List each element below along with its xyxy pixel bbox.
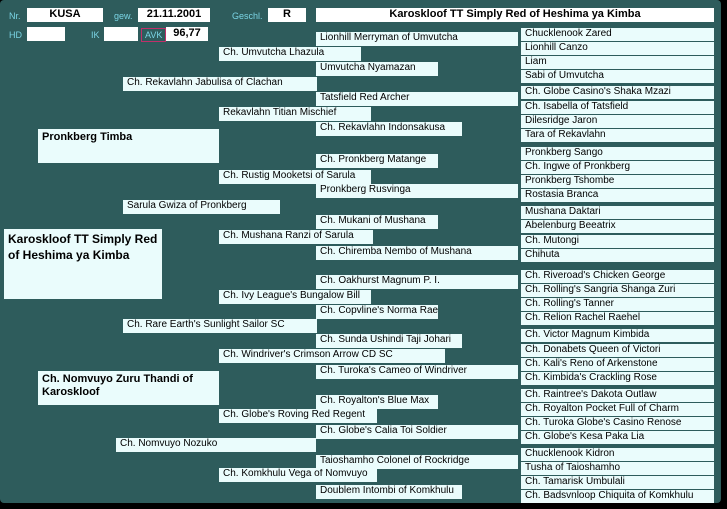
- gen5-ancestor[interactable]: Ch. Ingwe of Pronkberg: [521, 161, 714, 174]
- gen5-ancestor[interactable]: Chucklenook Kidron: [521, 448, 714, 461]
- gen5-ancestor[interactable]: Tara of Rekavlahn: [521, 129, 714, 142]
- ik-label: IK: [91, 30, 100, 40]
- gen5-ancestor[interactable]: Chucklenook Zared: [521, 28, 714, 41]
- nr-field[interactable]: KUSA: [27, 8, 103, 22]
- gen3-ancestor[interactable]: Ch. Windriver's Crimson Arrow CD SC: [219, 349, 445, 363]
- gen5-ancestor[interactable]: Sabi of Umvutcha: [521, 70, 714, 83]
- gen5-ancestor[interactable]: Lionhill Canzo: [521, 42, 714, 55]
- gen5-ancestor[interactable]: Mushana Daktari: [521, 206, 714, 219]
- gen5-ancestor[interactable]: Ch. Riveroad's Chicken George: [521, 270, 714, 283]
- hd-field[interactable]: [27, 27, 65, 41]
- gew-label: gew.: [114, 11, 133, 21]
- gen2-ancestor[interactable]: Ch. Rare Earth's Sunlight Sailor SC: [123, 319, 317, 333]
- gen3-ancestor[interactable]: Ch. Umvutcha Lhazula: [219, 47, 361, 61]
- gen4-ancestor[interactable]: Pronkberg Rusvinga: [316, 184, 518, 198]
- gen3-ancestor[interactable]: Ch. Mushana Ranzi of Sarula: [219, 230, 373, 244]
- date-field[interactable]: 21.11.2001: [138, 8, 210, 22]
- dog-title-field[interactable]: Karoskloof TT Simply Red of Heshima ya K…: [316, 8, 714, 22]
- gen5-ancestor[interactable]: Ch. Donabets Queen of Victori: [521, 344, 714, 357]
- gen4-ancestor[interactable]: Ch. Copvline's Norma Rae: [316, 305, 438, 319]
- gen4-ancestor[interactable]: Taioshamho Colonel of Rockridge: [316, 455, 518, 469]
- gen4-ancestor[interactable]: Ch. Rekavlahn Indonsakusa: [316, 122, 462, 136]
- gen5-ancestor[interactable]: Ch. Raintree's Dakota Outlaw: [521, 389, 714, 402]
- gen5-ancestor[interactable]: Ch. Globe's Kesa Paka Lia: [521, 431, 714, 444]
- hd-label: HD: [9, 30, 22, 40]
- gen5-ancestor[interactable]: Ch. Victor Magnum Kimbida: [521, 329, 714, 342]
- gen4-ancestor[interactable]: Ch. Pronkberg Matange: [316, 154, 438, 168]
- gen4-ancestor[interactable]: Tatsfield Red Archer: [316, 92, 518, 106]
- geschl-label: Geschl.: [232, 11, 263, 21]
- gen3-ancestor[interactable]: Ch. Komkhulu Vega of Nomvuyo: [219, 468, 377, 482]
- geschl-field[interactable]: R: [268, 8, 306, 22]
- gen5-ancestor[interactable]: Abelenburg Beeatrix: [521, 220, 714, 233]
- gen5-ancestor[interactable]: Liam: [521, 56, 714, 69]
- avk-label: AVK: [141, 28, 167, 42]
- gen4-ancestor[interactable]: Ch. Mukani of Mushana: [316, 215, 438, 229]
- gen3-ancestor[interactable]: Ch. Rustig Mooketsi of Sarula: [219, 170, 371, 184]
- gen4-ancestor[interactable]: Ch. Turoka's Cameo of Windriver: [316, 365, 518, 379]
- gen5-ancestor[interactable]: Ch. Turoka Globe's Casino Renose: [521, 417, 714, 430]
- gen3-ancestor[interactable]: Rekavlahn Titian Mischief: [219, 107, 371, 121]
- gen4-ancestor[interactable]: Umvutcha Nyamazan: [316, 62, 438, 76]
- gen4-ancestor[interactable]: Ch. Sunda Ushindi Taji Johari: [316, 334, 462, 348]
- gen5-ancestor[interactable]: Ch. Rolling's Tanner: [521, 298, 714, 311]
- gen3-ancestor[interactable]: Ch. Globe's Roving Red Regent: [219, 409, 377, 423]
- gen4-ancestor[interactable]: Lionhill Merryman of Umvutcha: [316, 32, 518, 46]
- gen5-ancestor[interactable]: Ch. Kali's Reno of Arkenstone: [521, 358, 714, 371]
- gen5-ancestor[interactable]: Ch. Kimbida's Crackling Rose: [521, 372, 714, 385]
- subject-dog[interactable]: Karoskloof TT Simply Red of Heshima ya K…: [4, 229, 162, 299]
- gen4-ancestor[interactable]: Doublem Intombi of Komkhulu: [316, 485, 462, 499]
- gen1-dam[interactable]: Ch. Nomvuyo Zuru Thandi of Karoskloof: [38, 371, 219, 405]
- gen5-ancestor[interactable]: Ch. Mutongi: [521, 235, 714, 248]
- gen5-ancestor[interactable]: Ch. Royalton Pocket Full of Charm: [521, 403, 714, 416]
- gen2-ancestor[interactable]: Ch. Rekavlahn Jabulisa of Clachan: [123, 77, 317, 91]
- gen5-ancestor[interactable]: Chihuta: [521, 249, 714, 262]
- gen5-ancestor[interactable]: Pronkberg Tshombe: [521, 175, 714, 188]
- nr-label: Nr.: [9, 11, 21, 21]
- gen5-ancestor[interactable]: Dilesridge Jaron: [521, 115, 714, 128]
- avk-field[interactable]: 96,77: [166, 27, 208, 41]
- gen5-ancestor[interactable]: Ch. Globe Casino's Shaka Mzazi: [521, 86, 714, 99]
- gen5-ancestor[interactable]: Rostasia Branca: [521, 189, 714, 202]
- gen5-ancestor[interactable]: Ch. Relion Rachel Raehel: [521, 312, 714, 325]
- gen4-ancestor[interactable]: Ch. Chiremba Nembo of Mushana: [316, 246, 518, 260]
- gen4-ancestor[interactable]: Ch. Oakhurst Magnum P. I.: [316, 275, 518, 289]
- gen3-ancestor[interactable]: Ch. Ivy League's Bungalow Bill: [219, 290, 371, 304]
- gen5-ancestor[interactable]: Ch. Isabella of Tatsfield: [521, 101, 714, 114]
- gen1-sire[interactable]: Pronkberg Timba: [38, 129, 219, 163]
- gen5-ancestor[interactable]: Ch. Tamarisk Umbulali: [521, 476, 714, 489]
- gen5-ancestor[interactable]: Pronkberg Sango: [521, 147, 714, 160]
- gen5-ancestor[interactable]: Ch. Badsvnloop Chiquita of Komkhulu: [521, 490, 714, 503]
- gen4-ancestor[interactable]: Ch. Royalton's Blue Max: [316, 395, 438, 409]
- gen2-ancestor[interactable]: Ch. Nomvuyo Nozuko: [116, 438, 316, 452]
- gen4-ancestor[interactable]: Ch. Globe's Calia Toi Soldier: [316, 425, 518, 439]
- gen5-ancestor[interactable]: Ch. Rolling's Sangria Shanga Zuri: [521, 284, 714, 297]
- gen2-ancestor[interactable]: Sarula Gwiza of Pronkberg: [123, 200, 280, 214]
- ik-field[interactable]: [104, 27, 138, 41]
- gen5-ancestor[interactable]: Tusha of Taioshamho: [521, 462, 714, 475]
